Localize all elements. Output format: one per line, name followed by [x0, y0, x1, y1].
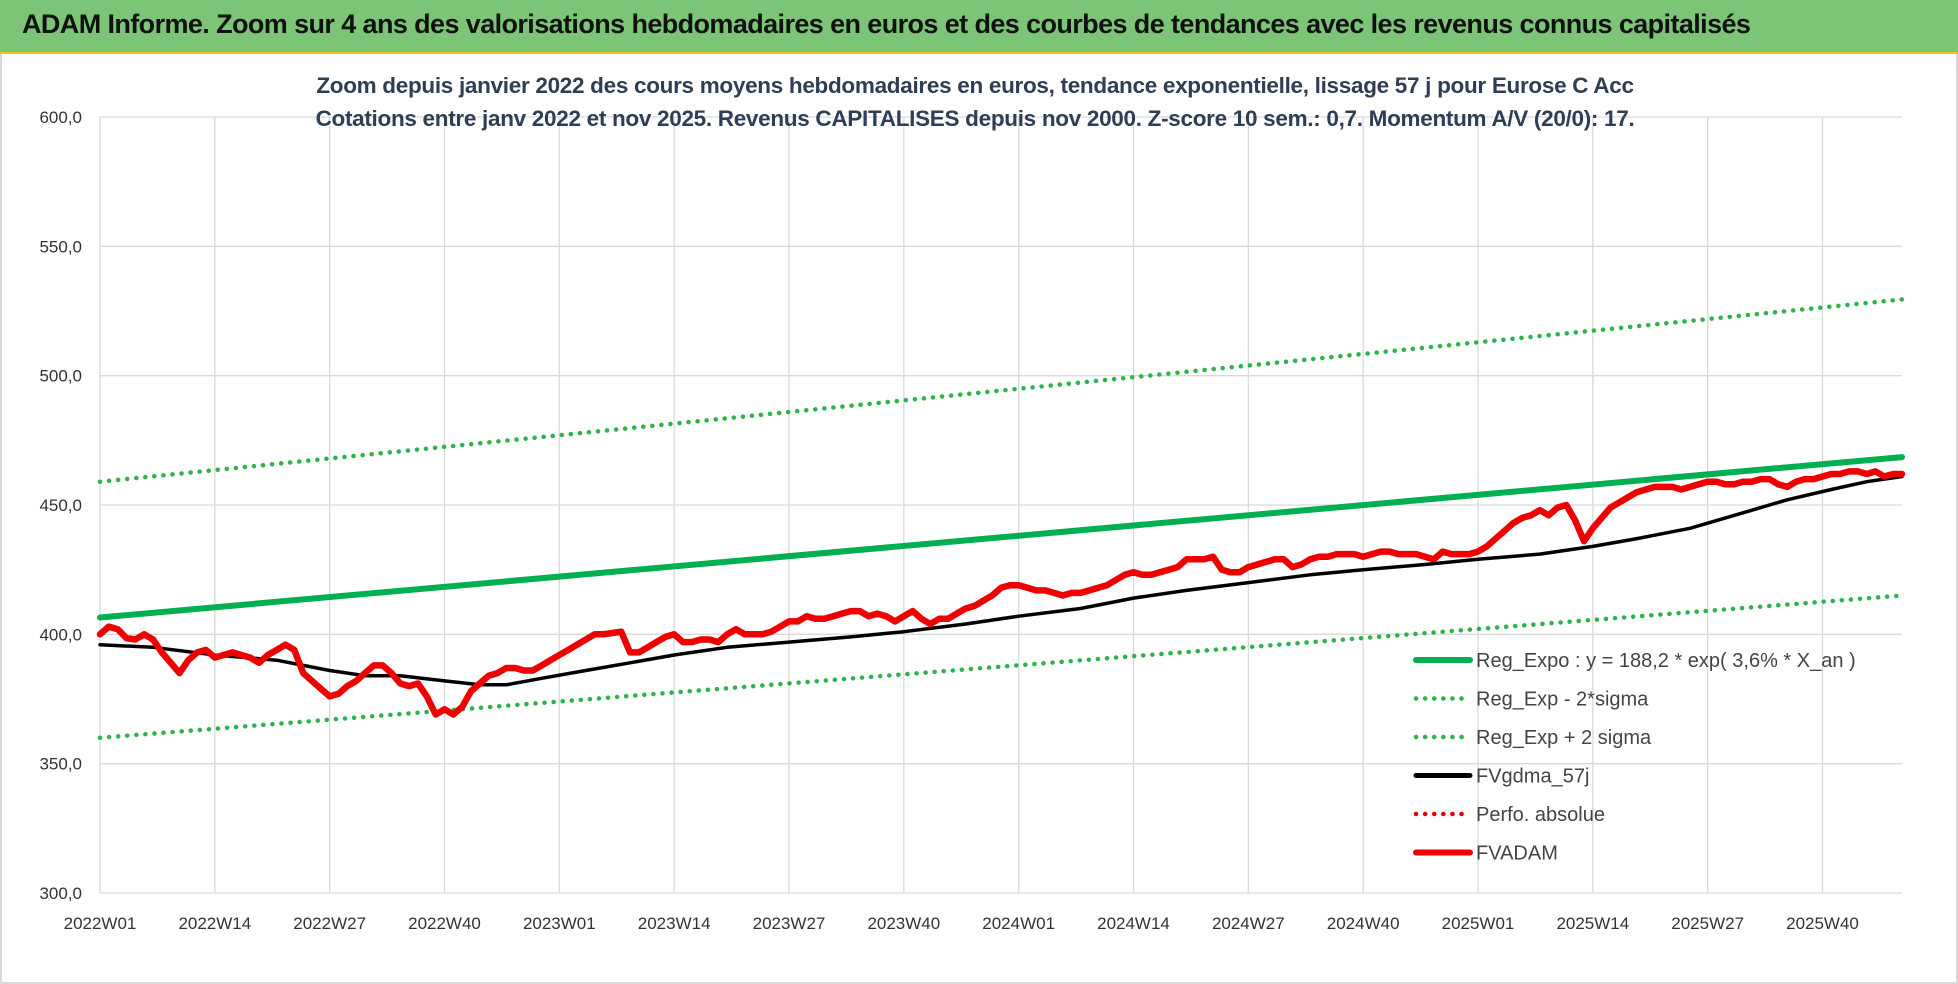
y-tick-label: 500,0: [39, 367, 82, 386]
y-tick-label: 550,0: [39, 237, 82, 256]
x-tick-label: 2025W40: [1786, 914, 1859, 933]
report-title: ADAM Informe. Zoom sur 4 ans des valoris…: [22, 9, 1751, 39]
x-tick-label: 2024W27: [1212, 914, 1285, 933]
x-tick-label: 2025W14: [1556, 914, 1629, 933]
series-line-5: [96, 468, 1906, 718]
x-tick-label: 2023W40: [867, 914, 940, 933]
legend-label: Reg_Expo : y = 188,2 * exp( 3,6% * X_an …: [1476, 650, 1856, 672]
legend-label: Reg_Exp + 2 sigma: [1476, 727, 1652, 749]
legend-label: FVADAM: [1476, 843, 1558, 865]
x-tick-label: 2023W01: [523, 914, 596, 933]
y-tick-label: 300,0: [39, 884, 82, 903]
x-tick-label: 2025W01: [1442, 914, 1515, 933]
x-tick-label: 2025W27: [1671, 914, 1744, 933]
legend-label: Perfo. absolue: [1476, 804, 1605, 826]
report-banner: ADAM Informe. Zoom sur 4 ans des valoris…: [0, 0, 1958, 54]
y-tick-label: 450,0: [39, 496, 82, 515]
x-tick-label: 2023W14: [638, 914, 711, 933]
x-tick-label: 2024W01: [982, 914, 1055, 933]
chart-grid: [99, 116, 1902, 894]
legend-label: FVgdma_57j: [1476, 766, 1589, 788]
series-line-0: [97, 454, 1905, 621]
y-tick-label: 350,0: [39, 755, 82, 774]
y-tick-label: 400,0: [39, 625, 82, 644]
x-tick-label: 2022W27: [293, 914, 366, 933]
chart-axes: 300,0 350,0 400,0 450,0 500,0 550,0 600,0 2022W…: [39, 108, 1858, 933]
chart-area: 300,0 350,0 400,0 450,0 500,0 550,0 600,0 2022W…: [39, 73, 1906, 933]
series-line-1: [97, 593, 1905, 741]
x-tick-label: 2022W14: [178, 914, 251, 933]
chart-subtitle: Cotations entre janv 2022 et nov 2025. R…: [316, 106, 1635, 131]
series-line-3: [98, 474, 1904, 687]
series-line-2: [97, 297, 1905, 484]
chart-legend: Reg_Expo : y = 188,2 * exp( 3,6% * X_an …: [1413, 650, 1856, 865]
x-tick-label: 2024W40: [1327, 914, 1400, 933]
x-tick-label: 2024W14: [1097, 914, 1170, 933]
x-tick-label: 2023W27: [753, 914, 826, 933]
y-tick-label: 600,0: [39, 108, 82, 127]
x-tick-label: 2022W01: [64, 914, 137, 933]
x-tick-label: 2022W40: [408, 914, 481, 933]
legend-label: Reg_Exp - 2*sigma: [1476, 689, 1649, 711]
chart-series: [96, 297, 1906, 741]
chart-title: Zoom depuis janvier 2022 des cours moyen…: [316, 73, 1633, 98]
